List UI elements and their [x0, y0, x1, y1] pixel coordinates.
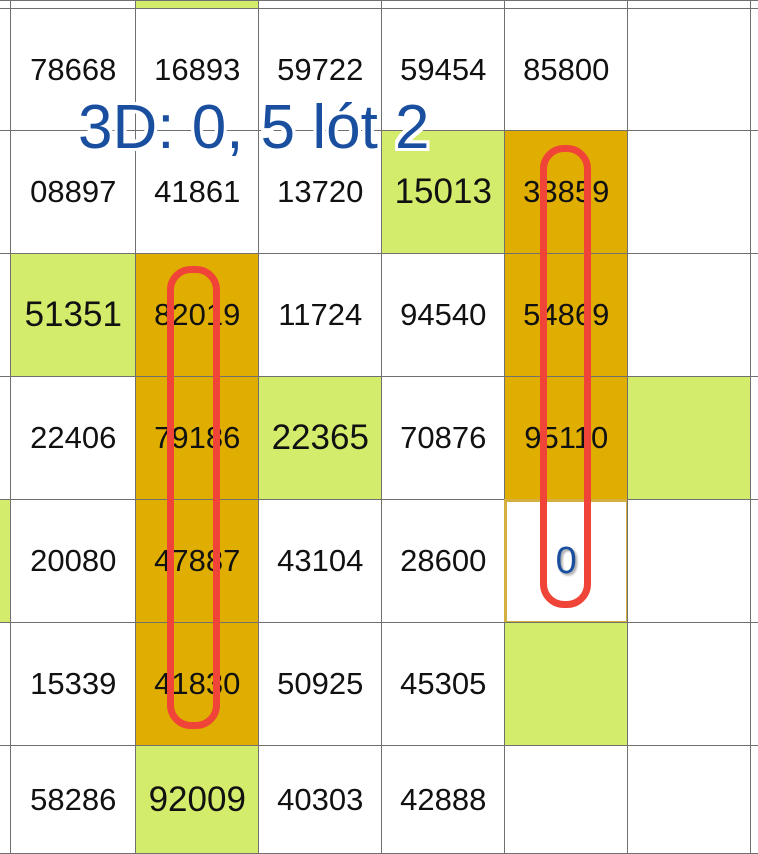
grid-cell: 20080 [10, 499, 137, 624]
grid-cell [627, 622, 752, 747]
grid-edge-cell [750, 8, 758, 132]
cell-value: 0 [555, 539, 577, 582]
grid-cell: 28600 [381, 499, 506, 624]
grid-cell [627, 499, 752, 624]
cell-value: 16893 [154, 51, 241, 87]
grid-cell: 51351 [10, 253, 137, 378]
grid-cell: 22406 [10, 376, 137, 501]
cell-value: 45305 [400, 666, 487, 702]
annotation-title: 3D: 0, 5 lót 2 [78, 93, 430, 162]
cell-value: 70876 [400, 420, 487, 456]
cell-value: 22365 [271, 418, 369, 458]
grid-cell: 11724 [258, 253, 383, 378]
grid-cell: 70876 [381, 376, 506, 501]
grid-cell: 94540 [381, 253, 506, 378]
cell-value: 78668 [30, 51, 117, 87]
cell-value: 54869 [523, 297, 610, 333]
cell-value: 42888 [400, 781, 487, 817]
grid-cell: 15339 [10, 622, 137, 747]
grid-cell: 40303 [258, 745, 383, 854]
grid-cell [627, 376, 752, 501]
cell-value: 40303 [277, 781, 364, 817]
grid-cell [627, 253, 752, 378]
grid-cell: 54869 [504, 253, 629, 378]
cell-value: 94540 [400, 297, 487, 333]
grid-edge-cell [750, 376, 758, 501]
grid-cell: 59454 [381, 8, 506, 132]
grid-edge-cell [750, 130, 758, 255]
grid-cell: 59722 [258, 8, 383, 132]
grid-cell [627, 130, 752, 255]
cell-value: 08897 [30, 174, 117, 210]
red-loop-column-2 [167, 266, 220, 729]
cell-value: 43104 [277, 543, 364, 579]
cell-value: 85800 [523, 51, 610, 87]
cell-value: 59454 [400, 51, 487, 87]
cell-value: 22406 [30, 420, 117, 456]
cell-value: 58286 [30, 781, 117, 817]
grid-cell: 45305 [381, 622, 506, 747]
cell-value: 11724 [278, 297, 363, 333]
grid-cell: 85800 [504, 8, 629, 132]
grid-edge-cell [750, 745, 758, 854]
grid-cell: 08897 [10, 130, 137, 255]
grid-cell: 16893 [135, 8, 260, 132]
grid-cell: 50925 [258, 622, 383, 747]
grid-cell: 22365 [258, 376, 383, 501]
grid-cell [504, 622, 629, 747]
cell-value: 41861 [154, 174, 241, 210]
red-loop-column-5 [540, 145, 591, 608]
grid-cell: 43104 [258, 499, 383, 624]
grid-cell: 82019 [135, 253, 260, 378]
cell-value: 15339 [30, 666, 117, 702]
grid-cell [627, 745, 752, 854]
cell-value: 15013 [394, 172, 492, 212]
grid-cell: 92009 [135, 745, 260, 854]
grid-edge-cell [750, 253, 758, 378]
cell-value: 13720 [277, 174, 364, 210]
cell-value: 95110 [524, 420, 609, 456]
cell-value: 59722 [277, 51, 364, 87]
grid-cell [504, 745, 629, 854]
grid-cell: 58286 [10, 745, 137, 854]
cell-value: 28600 [400, 543, 487, 579]
cell-value: 51351 [24, 295, 122, 335]
cell-value: 20080 [30, 543, 117, 579]
grid-cell [627, 8, 752, 132]
cell-value: 33859 [523, 174, 610, 210]
grid-edge-cell [750, 622, 758, 747]
grid-cell: 41861 [135, 130, 260, 255]
grid-cell: 79186 [135, 376, 260, 501]
grid-cell: 13720 [258, 130, 383, 255]
grid-edge-cell [750, 499, 758, 624]
cell-value: 50925 [277, 666, 364, 702]
cell-value: 92009 [148, 779, 246, 819]
grid-cell: 42888 [381, 745, 506, 854]
